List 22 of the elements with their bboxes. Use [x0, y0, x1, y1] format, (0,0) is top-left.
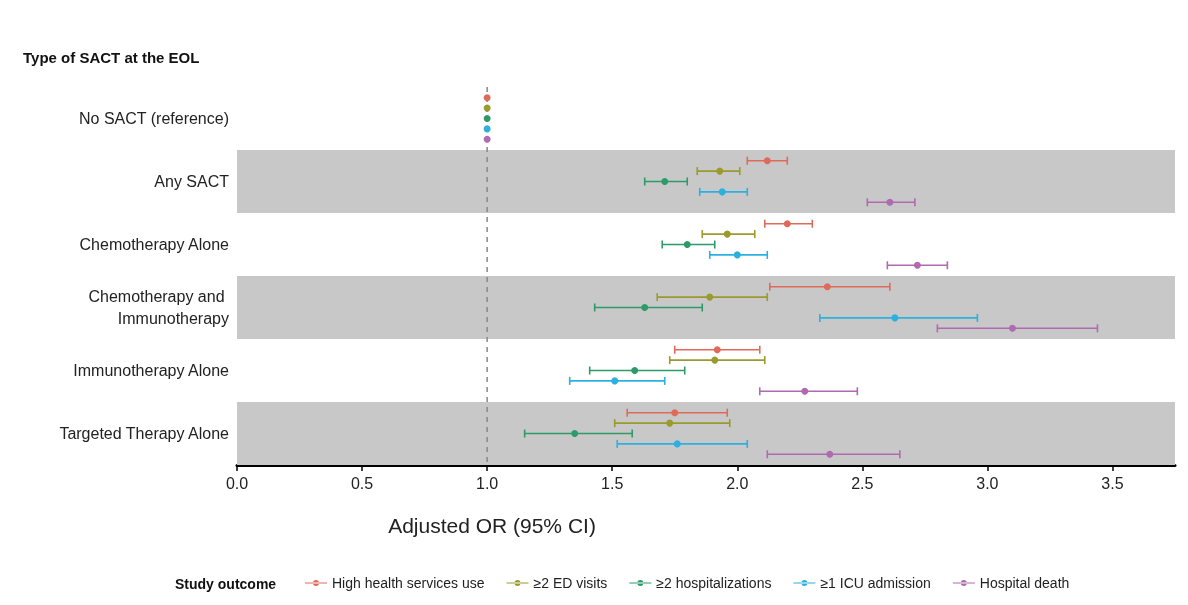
y-tick-label: No SACT (reference) — [79, 110, 229, 127]
legend-label: High health services use — [332, 575, 485, 591]
legend-label: ≥2 hospitalizations — [656, 575, 772, 591]
y-tick-label: Any SACT — [154, 173, 230, 190]
y-tick-label: Chemotherapy Alone — [79, 236, 230, 253]
x-tick-label: 3.0 — [976, 474, 999, 492]
legend-label: ≥1 ICU admission — [820, 575, 931, 591]
y-axis-title: Type of SACT at the EOL — [23, 49, 200, 66]
x-tick-label: 1.0 — [476, 474, 499, 492]
legend-label: Hospital death — [979, 575, 1070, 591]
x-tick-label: 0.0 — [225, 474, 249, 492]
x-tick-label: 2.0 — [726, 474, 749, 492]
x-tick-label: 3.5 — [1101, 474, 1124, 492]
x-tick-label: 0.5 — [350, 474, 374, 492]
x-axis-title: Adjusted OR (95% CI) — [388, 514, 596, 537]
x-tick-label: 2.5 — [851, 474, 874, 492]
legend-title: Study outcome — [175, 576, 277, 592]
legend-label: ≥2 ED visits — [533, 575, 608, 591]
x-tick-label: 1.5 — [601, 474, 624, 492]
y-tick-label: Immunotherapy Alone — [73, 362, 230, 379]
y-tick-label: Chemotherapy and Immunotherapy — [88, 288, 229, 327]
y-tick-label: Targeted Therapy Alone — [59, 425, 230, 442]
